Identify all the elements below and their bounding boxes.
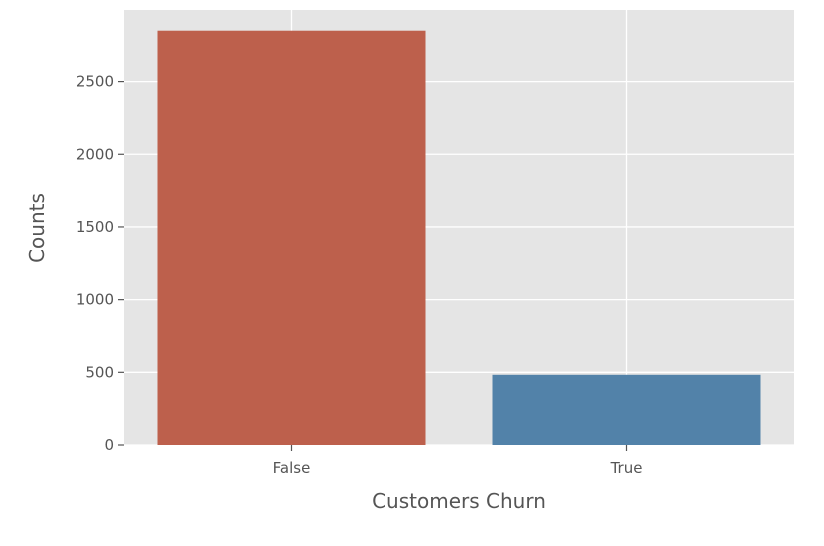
y-tick-label: 0 [104,436,114,454]
bars [157,30,761,445]
y-axis-ticks: 0 500 1000 1500 2000 2500 [76,73,124,454]
bar-false [157,30,426,445]
y-axis-label: Counts [25,193,49,263]
x-axis-label: Customers Churn [372,489,546,513]
y-tick-label: 2500 [76,73,114,91]
x-axis-ticks: False True [273,445,643,477]
y-tick-label: 1000 [76,291,114,309]
x-tick-label: True [610,459,643,477]
x-tick-label: False [273,459,311,477]
y-tick-label: 500 [85,363,114,381]
bar-true [492,374,761,445]
y-tick-label: 1500 [76,218,114,236]
y-tick-label: 2000 [76,145,114,163]
